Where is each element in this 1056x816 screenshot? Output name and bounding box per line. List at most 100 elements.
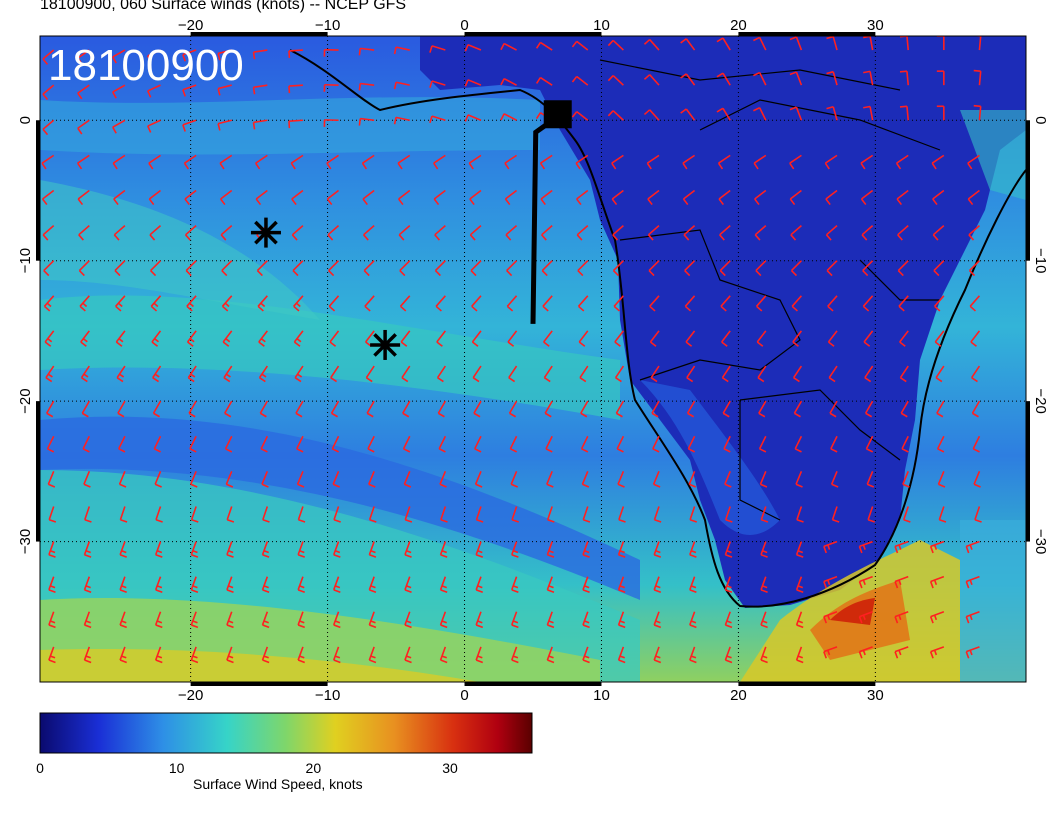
- wind-barb-staff: [969, 295, 981, 307]
- wind-barb-feather: [147, 55, 152, 63]
- wind-barb: [795, 541, 804, 558]
- wind-barb: [474, 435, 482, 453]
- wind-barb: [617, 646, 626, 664]
- wind-barb-staff: [119, 611, 126, 626]
- wind-barb: [901, 435, 909, 453]
- top-lon-tick-label: 0: [460, 17, 468, 34]
- wind-barb: [682, 154, 696, 170]
- wind-barb: [154, 576, 163, 593]
- wind-barb-feather: [680, 73, 687, 79]
- wind-barb-staff: [504, 154, 518, 164]
- wind-barb: [647, 189, 660, 206]
- wind-barb-feather: [973, 104, 981, 108]
- wind-barb-staff: [861, 224, 874, 236]
- wind-barb-feather: [46, 302, 52, 308]
- wind-barb-feather: [464, 79, 469, 87]
- wind-barb: [896, 189, 909, 206]
- wind-barb-feather: [929, 651, 934, 659]
- top-edge-bar: [738, 32, 876, 36]
- wind-barb: [184, 189, 197, 206]
- wind-barb: [332, 611, 341, 629]
- wind-barb-staff: [546, 541, 553, 555]
- wind-barb-feather: [369, 589, 377, 593]
- wind-barb: [332, 541, 341, 558]
- wind-barb-staff: [475, 576, 482, 591]
- wind-barb-staff: [511, 541, 518, 555]
- wind-barb-staff: [332, 611, 340, 626]
- wind-barb: [724, 611, 733, 629]
- wind-barb: [795, 471, 803, 488]
- wind-barb-feather: [156, 620, 163, 624]
- wind-barb: [43, 295, 55, 312]
- wind-barb: [221, 260, 233, 277]
- wind-barb-staff: [262, 506, 269, 520]
- wind-barb-staff: [978, 36, 982, 51]
- wind-barb: [510, 471, 518, 488]
- wind-barb-staff: [859, 646, 873, 653]
- wind-barb: [756, 330, 767, 347]
- wind-barb-staff: [511, 576, 518, 591]
- wind-barb-staff: [226, 646, 233, 661]
- wind-barb-feather: [858, 651, 863, 659]
- wind-barb-staff: [685, 108, 696, 121]
- wind-barb-feather: [252, 52, 256, 60]
- wind-barb-feather: [900, 376, 907, 383]
- wind-barb-staff: [719, 260, 731, 272]
- wind-barb: [190, 646, 199, 664]
- wind-barb: [117, 435, 126, 453]
- wind-barb-feather: [759, 448, 767, 453]
- wind-barb: [689, 611, 697, 629]
- wind-barb-feather: [506, 305, 514, 312]
- wind-barb-feather: [50, 655, 56, 659]
- wind-barb: [571, 75, 589, 86]
- left-lat-tick-label: −30: [17, 529, 34, 554]
- wind-barb: [546, 541, 555, 558]
- wind-barb: [897, 260, 909, 277]
- wind-barb-feather: [655, 655, 661, 659]
- wind-barb: [402, 435, 411, 453]
- wind-barb-staff: [688, 471, 696, 485]
- bottom-lon-tick-label: −10: [315, 687, 340, 704]
- wind-barb: [182, 84, 197, 97]
- wind-barb-staff: [759, 471, 767, 485]
- wind-barb: [899, 365, 909, 383]
- wind-barb-staff: [255, 154, 268, 164]
- wind-barb-feather: [548, 550, 554, 554]
- wind-barb: [685, 330, 696, 347]
- wind-barb-staff: [367, 435, 375, 450]
- wind-barb-staff: [48, 506, 55, 520]
- wind-barb: [149, 224, 162, 241]
- wind-barb-staff: [223, 365, 233, 379]
- wind-barb-feather: [85, 620, 91, 624]
- wind-barb: [653, 576, 662, 593]
- wind-barb-feather: [933, 579, 938, 585]
- wind-barb: [368, 576, 377, 593]
- wind-barb-staff: [261, 471, 269, 485]
- colorbar-label: Surface Wind Speed, knots: [193, 776, 363, 792]
- wind-barb: [261, 471, 269, 488]
- wind-barb-feather: [48, 589, 56, 593]
- wind-barb: [119, 646, 127, 664]
- wind-barb: [328, 260, 340, 277]
- wind-barb-feather: [547, 659, 555, 664]
- wind-barb: [148, 154, 161, 170]
- wind-barb: [252, 84, 268, 95]
- wind-barb: [611, 154, 624, 170]
- wind-barb-feather: [512, 550, 519, 554]
- wind-barb: [42, 49, 55, 65]
- left-lat-tick-label: 0: [17, 116, 34, 124]
- wind-barb-feather: [148, 198, 155, 206]
- wind-barb-feather: [77, 57, 83, 65]
- wind-barb-feather: [119, 553, 127, 558]
- wind-barb-feather: [112, 126, 117, 134]
- wind-barb: [613, 295, 624, 312]
- wind-barb-staff: [756, 330, 767, 343]
- wind-barb: [686, 365, 696, 383]
- wind-barb: [397, 154, 411, 170]
- wind-barb-feather: [226, 483, 234, 488]
- wind-barb: [184, 224, 197, 241]
- wind-barb-staff: [899, 365, 909, 379]
- wind-barb: [864, 400, 874, 418]
- wind-barb-feather: [334, 585, 341, 589]
- wind-barb-staff: [400, 330, 411, 343]
